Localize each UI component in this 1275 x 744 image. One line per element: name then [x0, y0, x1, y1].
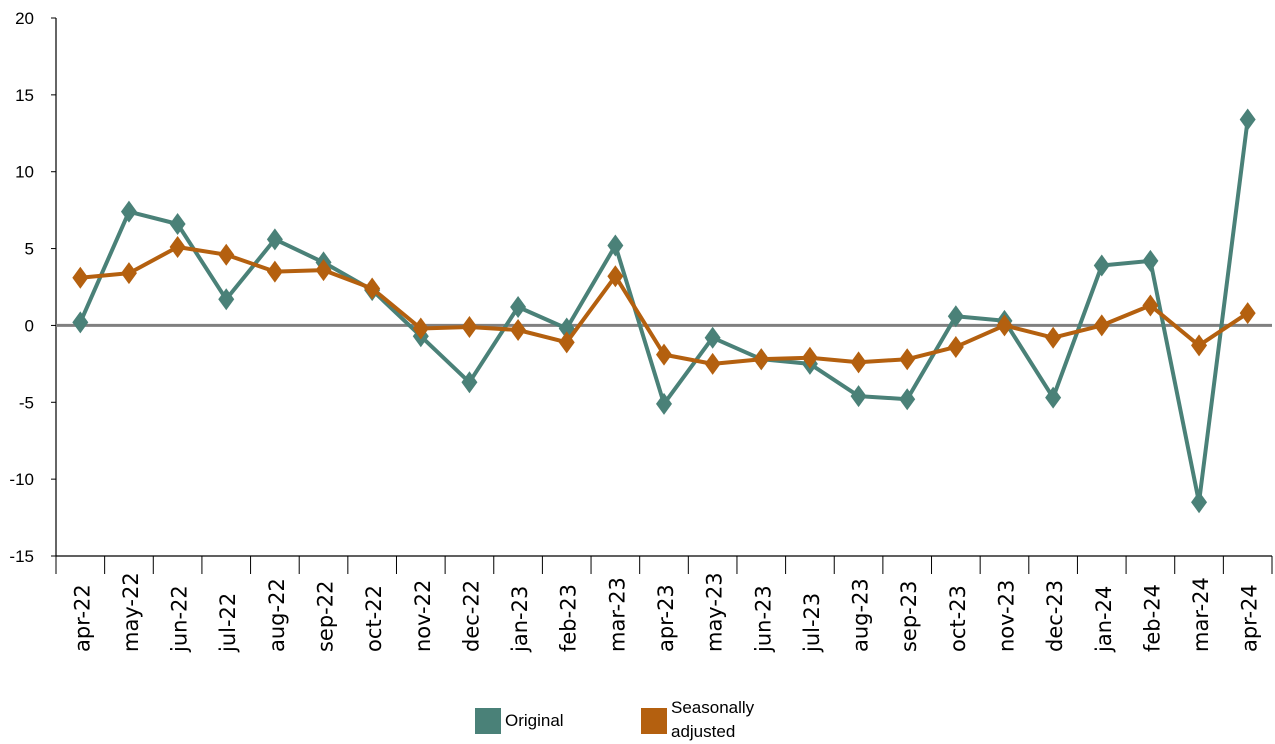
- legend: Original Seasonally adjusted: [0, 696, 1275, 743]
- data-point-original: [656, 392, 672, 415]
- data-point-seasonally-adjusted: [996, 314, 1013, 337]
- data-point-original: [1191, 491, 1208, 514]
- data-point-original: [510, 295, 527, 318]
- series-original: [72, 108, 1256, 514]
- y-tick-label: -10: [9, 470, 34, 489]
- data-point-seasonally-adjusted: [607, 265, 624, 288]
- data-point-original: [607, 234, 624, 257]
- y-tick-label: 20: [15, 9, 34, 28]
- x-tick-label: oct-22: [362, 585, 386, 652]
- x-tick-label: aug-23: [849, 578, 873, 652]
- x-tick-label: jan-23: [508, 586, 532, 653]
- data-point-original: [461, 371, 478, 394]
- data-point-original: [169, 212, 186, 235]
- x-tick-label: nov-22: [411, 580, 435, 652]
- x-tick-label: jul-22: [216, 593, 240, 653]
- series-seasonally-adjusted: [72, 236, 1256, 375]
- data-point-seasonally-adjusted: [218, 243, 235, 266]
- data-point-original: [120, 200, 137, 223]
- data-point-seasonally-adjusted: [510, 319, 527, 342]
- series-line-original: [78, 117, 1250, 505]
- data-point-seasonally-adjusted: [1239, 302, 1256, 325]
- data-point-seasonally-adjusted: [315, 259, 332, 282]
- data-point-seasonally-adjusted: [412, 317, 429, 340]
- y-tick-label: 5: [25, 240, 34, 259]
- data-point-seasonally-adjusted: [1045, 326, 1062, 349]
- x-tick-label: jul-23: [800, 593, 824, 653]
- x-tick-label: nov-23: [994, 580, 1018, 652]
- legend-label-seasonally-line1: Seasonally: [671, 698, 755, 717]
- x-tick-label: feb-24: [1140, 584, 1164, 652]
- legend-item-seasonally-adjusted: Seasonally adjusted: [641, 696, 754, 744]
- data-point-seasonally-adjusted: [753, 348, 770, 371]
- x-tick-label: aug-22: [265, 578, 289, 652]
- legend-swatch-seasonally-adjusted: [641, 708, 667, 734]
- data-point-seasonally-adjusted: [899, 348, 916, 371]
- data-point-seasonally-adjusted: [364, 277, 381, 300]
- legend-label-seasonally-adjusted: Seasonally adjusted: [671, 696, 754, 744]
- data-point-seasonally-adjusted: [169, 236, 186, 259]
- data-point-seasonally-adjusted: [947, 335, 964, 358]
- data-point-original: [1045, 386, 1062, 409]
- data-point-original: [1093, 254, 1110, 277]
- x-tick-label: mar-23: [605, 577, 629, 652]
- x-tick-label: may-23: [703, 572, 727, 652]
- line-chart: 20 15 10 5 0 -5 -10 -15 apr-22 may-22 jun-22 jul-2…: [9, 9, 1273, 653]
- data-point-seasonally-adjusted: [120, 262, 137, 285]
- data-point-original: [1239, 108, 1256, 131]
- x-tick-label: jun-23: [751, 585, 775, 653]
- x-tick-label: mar-24: [1189, 577, 1213, 652]
- x-tick-label: sep-22: [314, 581, 338, 653]
- data-point-original: [218, 288, 235, 311]
- y-tick-label: 10: [15, 163, 34, 182]
- series-layer: [72, 108, 1256, 514]
- x-tick-label: feb-23: [557, 584, 581, 652]
- legend-swatch-original: [475, 708, 501, 734]
- data-point-seasonally-adjusted: [850, 351, 867, 374]
- data-point-seasonally-adjusted: [1142, 294, 1159, 317]
- data-point-seasonally-adjusted: [558, 331, 575, 354]
- data-point-seasonally-adjusted: [1093, 314, 1110, 337]
- data-point-original: [1142, 249, 1159, 272]
- x-tick-label: dec-23: [1043, 580, 1067, 652]
- x-axis: apr-22 may-22 jun-22 jul-22 aug-22 sep-22 oct-…: [55, 555, 1273, 653]
- data-point-original: [704, 326, 721, 349]
- x-tick-label: sep-23: [897, 581, 921, 653]
- data-point-original: [72, 311, 89, 334]
- x-tick-label: apr-22: [70, 584, 94, 652]
- x-tick-label: may-22: [119, 572, 143, 652]
- data-point-seasonally-adjusted: [72, 266, 89, 289]
- y-tick-label: -15: [9, 547, 34, 566]
- legend-label-seasonally-line2: adjusted: [671, 722, 736, 741]
- legend-item-original: Original: [475, 696, 564, 734]
- y-tick-label: 0: [25, 316, 34, 335]
- y-axis: 20 15 10 5 0 -5 -10 -15: [9, 9, 57, 566]
- x-tick-label: oct-23: [946, 585, 970, 652]
- data-point-original: [850, 385, 867, 408]
- y-tick-label: -5: [19, 393, 34, 412]
- data-point-seasonally-adjusted: [801, 346, 818, 369]
- data-point-seasonally-adjusted: [1191, 334, 1208, 357]
- data-point-original: [899, 388, 916, 411]
- x-tick-label: dec-22: [459, 580, 483, 652]
- x-tick-label: jun-22: [168, 585, 192, 653]
- legend-label-original: Original: [505, 711, 564, 730]
- y-tick-label: 15: [15, 86, 34, 105]
- data-point-seasonally-adjusted: [656, 343, 672, 366]
- data-point-seasonally-adjusted: [461, 315, 478, 338]
- x-tick-label: jan-24: [1092, 586, 1116, 653]
- data-point-original: [266, 228, 283, 251]
- x-tick-label: apr-24: [1238, 584, 1262, 652]
- x-tick-label: apr-23: [654, 584, 678, 652]
- data-point-seasonally-adjusted: [704, 352, 721, 375]
- data-point-seasonally-adjusted: [266, 260, 283, 283]
- data-point-original: [947, 305, 964, 328]
